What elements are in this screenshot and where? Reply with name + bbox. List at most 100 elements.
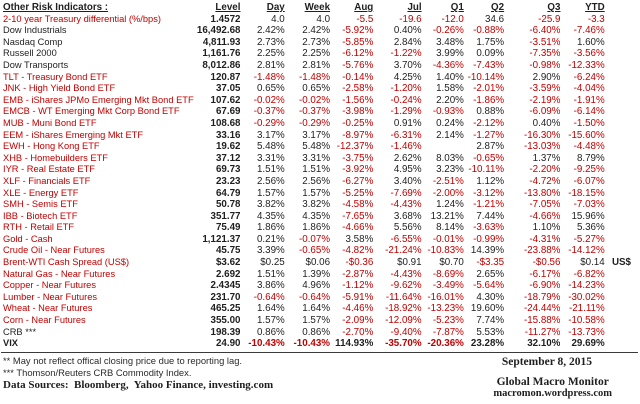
row-label: Crude Oil - Near Futures — [3, 245, 105, 256]
level-value: 23.23 — [215, 175, 241, 187]
cell-value: 0.09% — [476, 48, 505, 60]
cell-value: 3.58% — [345, 233, 374, 245]
cell-value: 1.40% — [436, 71, 464, 83]
col-header-day: Day — [266, 2, 285, 13]
cell-value: -2.00% — [432, 187, 464, 199]
level-value: 2.692 — [215, 268, 241, 280]
unit-suffix — [605, 188, 635, 200]
row-label: EEM - iShares Emerging Mkt ETF — [3, 129, 144, 140]
cell-value: -6.09% — [529, 106, 561, 118]
level-value: 351.77 — [210, 210, 241, 222]
cell-value: -2.87% — [342, 268, 374, 280]
col-header-q1: Q1 — [450, 2, 464, 13]
cell-value: -6.40% — [529, 25, 561, 37]
cell-value: -4.46% — [342, 303, 374, 315]
col-header-q2: Q2 — [491, 2, 505, 13]
table-row: Nasdaq Comp 4,811.93 2.73% 2.73% -5.85% 2.84%… — [3, 37, 635, 49]
cell-value: -6.31% — [390, 129, 422, 141]
unit-suffix — [605, 211, 635, 223]
level-value: 50.78 — [215, 199, 241, 211]
cell-value: 4.96% — [302, 280, 331, 292]
cell-value: 3.70% — [393, 59, 422, 71]
cell-value: -6.14% — [573, 106, 605, 118]
cell-value: 8.79% — [576, 152, 605, 164]
unit-suffix — [605, 245, 635, 257]
cell-value: -9.40% — [390, 326, 422, 338]
unit-suffix — [605, 106, 635, 118]
row-label: Natural Gas - Near Futures — [3, 268, 116, 279]
cell-value: -6.17% — [529, 268, 561, 280]
cell-value: -14.12% — [568, 245, 605, 257]
unit-suffix — [605, 269, 635, 281]
report-date: September 8, 2015 — [501, 355, 592, 368]
level-value: 1,161.76 — [202, 48, 241, 60]
cell-value: -0.02% — [253, 94, 285, 106]
level-value: 37.05 — [215, 83, 241, 95]
cell-value: -0.26% — [432, 25, 464, 37]
cell-value: 23.28% — [470, 338, 505, 350]
cell-value: -12.33% — [568, 59, 605, 71]
cell-value: -0.02% — [298, 94, 331, 106]
cell-value: 1.60% — [576, 36, 605, 48]
cell-value: -0.93% — [432, 106, 464, 118]
table-row: IYR - Real Estate ETF 69.73 1.51% 1.51% -3.9… — [3, 164, 635, 176]
unit-suffix — [605, 315, 635, 327]
cell-value: -3.3 — [587, 13, 605, 25]
row-label: RTH - Retail ETF — [3, 222, 75, 233]
cell-value: -7.69% — [390, 187, 422, 199]
level-value: 75.49 — [215, 222, 241, 234]
cell-value: 1.57% — [256, 315, 285, 327]
row-label: Dow Transports — [3, 59, 69, 70]
cell-value: 3.99% — [436, 48, 464, 60]
col-header-q3: Q3 — [547, 2, 561, 13]
cell-value: 1.10% — [532, 222, 561, 234]
footnote-reporting-lag: ** May not reflect offical closing price… — [3, 354, 243, 366]
cell-value: 19.60% — [470, 303, 505, 315]
cell-value: 1.37% — [532, 152, 561, 164]
cell-value: -5.85% — [342, 36, 374, 48]
cell-value: 1.58% — [436, 83, 464, 95]
cell-value: -18.92% — [385, 303, 422, 315]
row-label: JNK - High Yield Bond ETF — [3, 83, 116, 94]
row-label: VIX — [3, 338, 18, 349]
cell-value: 1.86% — [302, 222, 331, 234]
row-label: XLE - Energy ETF — [3, 187, 79, 198]
cell-value: -12.37% — [336, 141, 374, 153]
cell-value: -9.25% — [573, 164, 605, 176]
cell-value: -6.27% — [342, 175, 374, 187]
cell-value: 4.95% — [393, 164, 422, 176]
cell-value: -0.37% — [253, 106, 285, 118]
cell-value: -0.29% — [253, 117, 285, 129]
table-row: EWH - Hong Kong ETF 19.62 5.48% 5.48% -12.37… — [3, 141, 635, 153]
cell-value: 2.81% — [256, 59, 285, 71]
cell-value: 1.64% — [302, 303, 331, 315]
table-row: Crude Oil - Near Futures 45.75 3.39% -0.65%… — [3, 245, 635, 257]
cell-value: -4.48% — [573, 141, 605, 153]
cell-value: -15.88% — [523, 315, 561, 327]
cell-value: -3.63% — [473, 222, 505, 234]
cell-value: -4.66% — [529, 210, 561, 222]
level-value: 64.79 — [215, 187, 241, 199]
cell-value: -0.64% — [253, 291, 285, 303]
cell-value: $0.25 — [260, 257, 285, 269]
cell-value: 2.14% — [436, 129, 464, 141]
cell-value: -12.0 — [441, 13, 464, 25]
cell-value: -24.44% — [523, 303, 561, 315]
table-row: XHB - Homebuilders ETF 37.12 3.31% 3.31% -3.… — [3, 153, 635, 165]
cell-value: -13.03% — [523, 141, 561, 153]
col-header-jul: Jul — [407, 2, 422, 13]
table-row: SMH - Semis ETF 50.78 3.82% 3.82% -4.58% -4.4… — [3, 199, 635, 211]
table-row: 2-10 year Treasury differential (%/bps) 1… — [3, 14, 635, 26]
publication-name: Global Macro Monitor — [496, 375, 609, 388]
level-value: 198.39 — [210, 326, 241, 338]
cell-value: 2.62% — [393, 152, 422, 164]
unit-suffix: US$ — [611, 257, 631, 269]
table-row: JNK - High Yield Bond ETF 37.05 0.65% 0.65%… — [3, 83, 635, 95]
cell-value: 0.40% — [532, 117, 561, 129]
cell-value: $0.91 — [397, 257, 422, 269]
cell-value: 3.23% — [436, 164, 464, 176]
table-row: Corn - Near Futures 355.00 1.57% 1.57% -2.09… — [3, 315, 635, 327]
cell-value: 4.0 — [271, 13, 285, 25]
cell-value: $0.70 — [439, 257, 464, 269]
cell-value: -1.20% — [390, 83, 422, 95]
